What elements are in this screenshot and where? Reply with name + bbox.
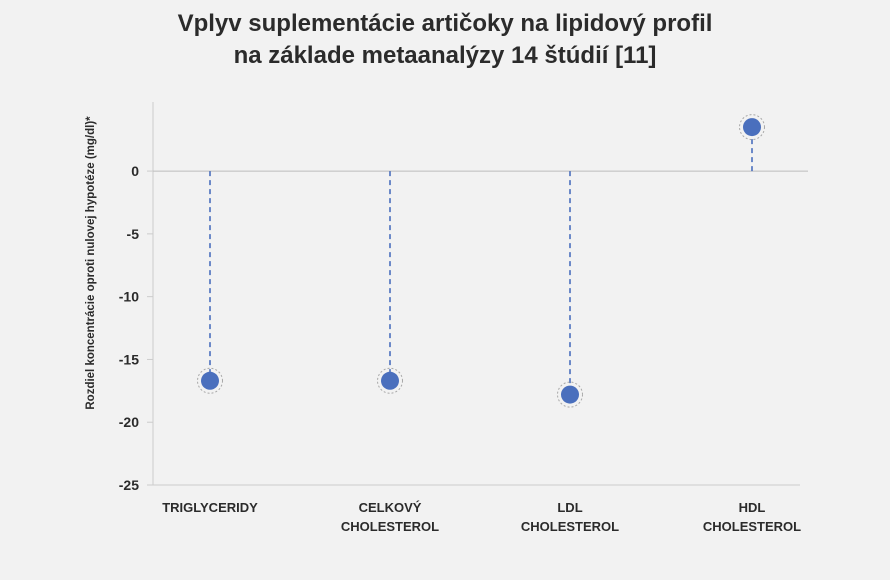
point-halo bbox=[197, 367, 223, 394]
x-category-label: HDL CHOLESTEROL bbox=[703, 500, 801, 534]
y-axis-label: Rozdiel koncentrácie oproti nulovej hypo… bbox=[85, 116, 97, 410]
point-halo bbox=[739, 114, 765, 141]
x-category-label: LDL CHOLESTEROL bbox=[521, 500, 619, 534]
data-point bbox=[561, 385, 579, 404]
y-tick-label: -25 bbox=[119, 477, 139, 493]
chart-title-line-2: na základe metaanalýzy 14 štúdií [11] bbox=[233, 42, 657, 69]
chart-title: Vplyv suplementácie artičoky na lipidový… bbox=[0, 8, 890, 72]
x-category-label-line: CELKOVÝ bbox=[359, 500, 422, 515]
x-category-label-line: CHOLESTEROL bbox=[703, 519, 801, 534]
x-category-label-line: CHOLESTEROL bbox=[341, 519, 439, 534]
x-category-label-line: HDL bbox=[739, 500, 766, 515]
y-tick-label: -5 bbox=[127, 226, 140, 242]
data-point bbox=[201, 371, 219, 390]
y-tick-label: -20 bbox=[119, 414, 139, 430]
y-tick-label: -10 bbox=[119, 289, 139, 305]
x-category-label-line: TRIGLYCERIDY bbox=[162, 500, 258, 515]
x-category-label-line: CHOLESTEROL bbox=[521, 519, 619, 534]
data-point bbox=[743, 118, 761, 137]
point-halo bbox=[377, 367, 403, 394]
chart-title-line-1: Vplyv suplementácie artičoky na lipidový… bbox=[177, 10, 713, 37]
point-halo bbox=[557, 381, 583, 408]
x-category-label: CELKOVÝ CHOLESTEROL bbox=[341, 500, 439, 534]
data-point bbox=[381, 371, 399, 390]
y-tick-label: -15 bbox=[119, 351, 139, 367]
y-tick-label: 0 bbox=[131, 163, 139, 179]
x-category-label-line: LDL bbox=[557, 500, 582, 515]
x-category-label: TRIGLYCERIDY bbox=[162, 500, 258, 515]
